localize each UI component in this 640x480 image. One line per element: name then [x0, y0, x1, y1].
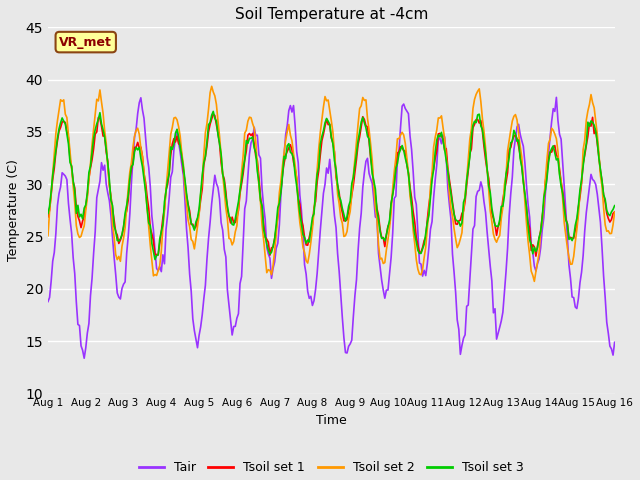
Text: VR_met: VR_met	[60, 36, 112, 48]
Y-axis label: Temperature (C): Temperature (C)	[7, 159, 20, 262]
Title: Soil Temperature at -4cm: Soil Temperature at -4cm	[235, 7, 428, 22]
Legend: Tair, Tsoil set 1, Tsoil set 2, Tsoil set 3: Tair, Tsoil set 1, Tsoil set 2, Tsoil se…	[134, 456, 529, 479]
X-axis label: Time: Time	[316, 414, 347, 427]
